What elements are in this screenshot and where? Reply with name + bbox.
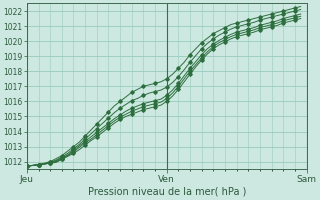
X-axis label: Pression niveau de la mer( hPa ): Pression niveau de la mer( hPa ) [88,187,246,197]
